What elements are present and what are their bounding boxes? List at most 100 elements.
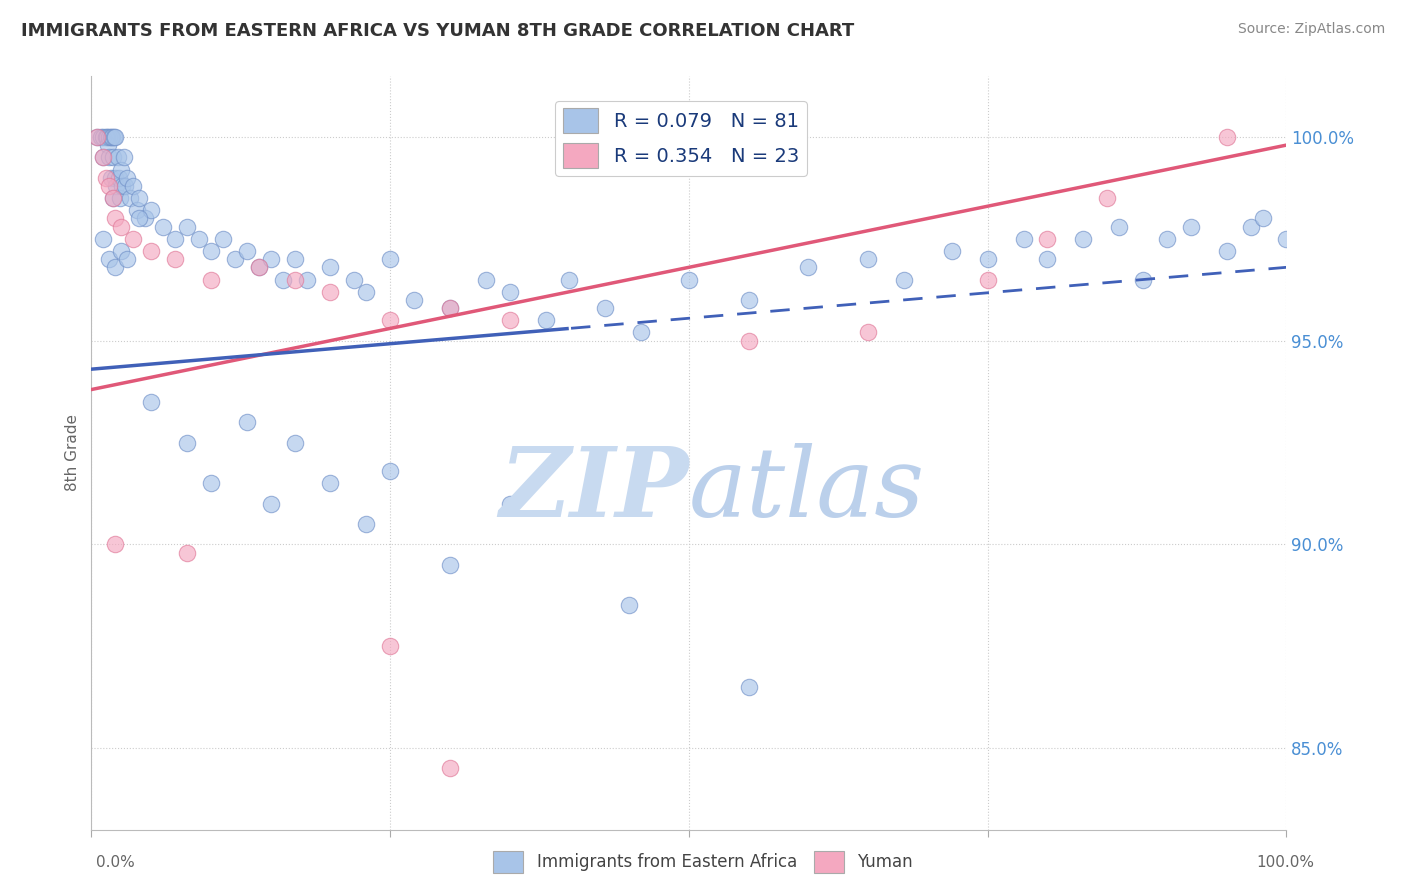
Text: Source: ZipAtlas.com: Source: ZipAtlas.com: [1237, 22, 1385, 37]
Point: [856, 326, 880, 340]
Point: [558, 272, 581, 286]
Point: [118, 191, 141, 205]
Point: [283, 272, 307, 286]
Point: [439, 301, 461, 315]
Point: [319, 476, 342, 491]
Point: [1108, 219, 1130, 234]
Point: [98, 252, 121, 267]
Legend: Immigrants from Eastern Africa, Yuman: Immigrants from Eastern Africa, Yuman: [486, 845, 920, 880]
Point: [90, 130, 112, 145]
Point: [163, 232, 186, 246]
Point: [122, 178, 145, 193]
Point: [94, 130, 117, 145]
Point: [378, 252, 402, 267]
Point: [224, 252, 246, 267]
Text: atlas: atlas: [689, 443, 925, 537]
Point: [976, 272, 998, 286]
Point: [319, 260, 342, 275]
Point: [630, 326, 652, 340]
Point: [678, 272, 700, 286]
Legend: R = 0.079   N = 81, R = 0.354   N = 23: R = 0.079 N = 81, R = 0.354 N = 23: [555, 101, 807, 176]
Point: [176, 545, 198, 559]
Point: [1156, 232, 1178, 246]
Point: [152, 219, 174, 234]
Point: [103, 130, 125, 145]
Point: [1012, 232, 1035, 246]
Text: IMMIGRANTS FROM EASTERN AFRICA VS YUMAN 8TH GRADE CORRELATION CHART: IMMIGRANTS FROM EASTERN AFRICA VS YUMAN …: [21, 22, 855, 40]
Point: [200, 272, 222, 286]
Point: [100, 130, 122, 145]
Point: [93, 150, 114, 164]
Point: [200, 244, 222, 258]
Point: [259, 497, 281, 511]
Point: [319, 285, 342, 299]
Point: [107, 150, 129, 164]
Point: [110, 244, 132, 258]
Point: [271, 272, 294, 286]
Point: [86, 130, 108, 145]
Point: [439, 761, 461, 775]
Point: [115, 252, 138, 267]
Point: [247, 260, 270, 275]
Point: [1215, 244, 1237, 258]
Text: 0.0%: 0.0%: [96, 855, 135, 870]
Point: [134, 211, 156, 226]
Point: [163, 252, 186, 267]
Point: [98, 150, 121, 164]
Point: [141, 203, 162, 218]
Point: [97, 138, 120, 153]
Point: [354, 285, 377, 299]
Point: [108, 170, 131, 185]
Point: [101, 191, 124, 205]
Point: [283, 252, 307, 267]
Point: [108, 191, 131, 205]
Point: [593, 301, 616, 315]
Point: [498, 313, 520, 327]
Point: [104, 537, 127, 551]
Point: [737, 680, 759, 694]
Point: [235, 415, 259, 429]
Point: [439, 558, 461, 572]
Point: [1071, 232, 1094, 246]
Point: [378, 313, 402, 327]
Point: [354, 516, 377, 531]
Point: [1097, 191, 1119, 205]
Point: [111, 178, 134, 193]
Point: [259, 252, 281, 267]
Point: [1275, 232, 1298, 246]
Point: [93, 150, 114, 164]
Point: [104, 211, 127, 226]
Point: [474, 272, 498, 286]
Point: [1132, 272, 1154, 286]
Point: [100, 170, 122, 185]
Point: [93, 232, 114, 246]
Point: [114, 178, 136, 193]
Point: [737, 293, 759, 307]
Point: [104, 260, 127, 275]
Point: [737, 334, 759, 348]
Point: [1215, 130, 1237, 145]
Y-axis label: 8th Grade: 8th Grade: [65, 414, 80, 491]
Point: [498, 497, 520, 511]
Point: [1036, 252, 1059, 267]
Point: [619, 599, 641, 613]
Point: [378, 464, 402, 478]
Point: [176, 435, 198, 450]
Point: [402, 293, 425, 307]
Point: [247, 260, 270, 275]
Point: [498, 285, 520, 299]
Point: [93, 130, 114, 145]
Point: [115, 170, 138, 185]
Point: [343, 272, 366, 286]
Point: [98, 178, 121, 193]
Point: [96, 130, 118, 145]
Point: [1036, 232, 1059, 246]
Point: [439, 301, 461, 315]
Point: [797, 260, 820, 275]
Point: [101, 150, 124, 164]
Point: [1180, 219, 1202, 234]
Point: [235, 244, 259, 258]
Point: [86, 130, 108, 145]
Point: [141, 244, 162, 258]
Point: [128, 191, 150, 205]
